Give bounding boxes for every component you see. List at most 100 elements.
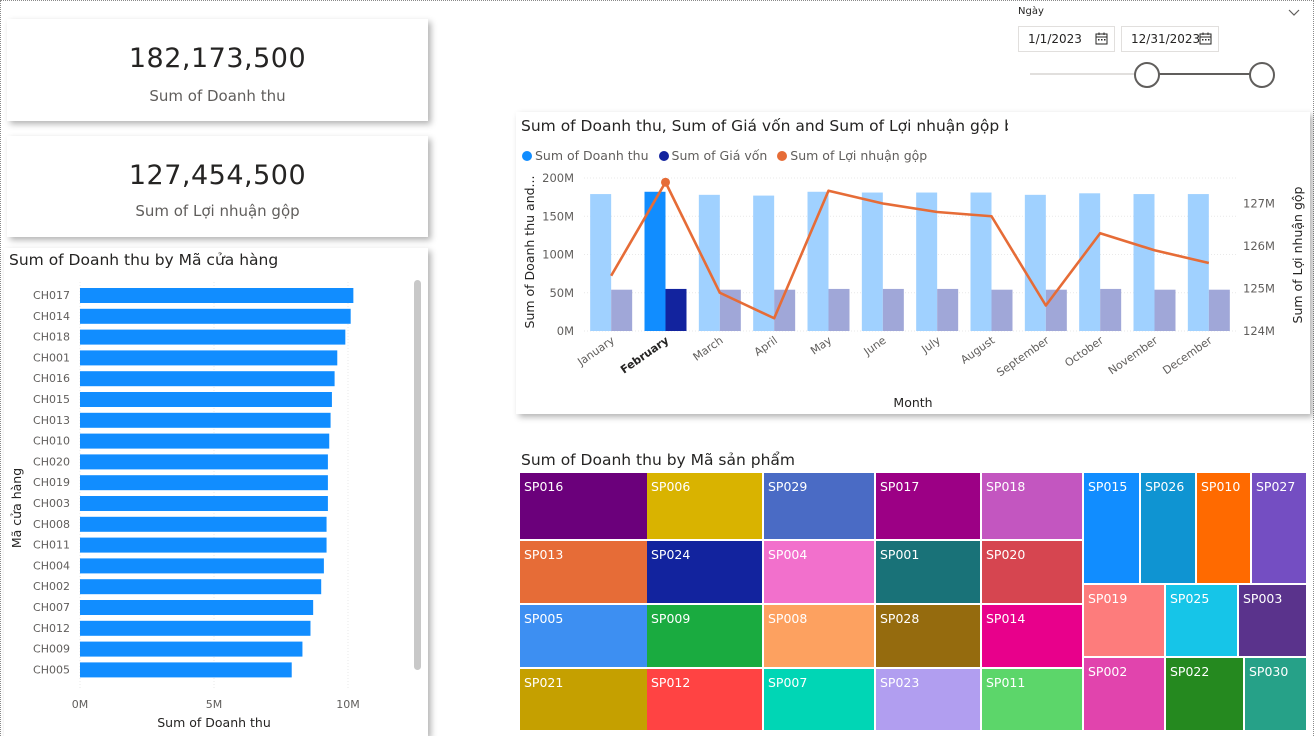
start-date-input[interactable]: 1/1/2023 xyxy=(1018,26,1115,52)
y-axis-title: Mã cửa hàng xyxy=(9,468,24,548)
bar-ch014[interactable] xyxy=(80,308,351,324)
bar-cost-may[interactable] xyxy=(828,288,850,331)
bar-ch004[interactable] xyxy=(80,558,324,574)
bar-cost-july[interactable] xyxy=(937,288,959,331)
kpi-revenue-value: 182,173,500 xyxy=(128,43,307,74)
kpi-card-profit[interactable]: 127,454,500 Sum of Lợi nhuận gộp xyxy=(7,136,428,237)
bar-revenue-february[interactable] xyxy=(644,191,666,331)
treemap-tile-sp019[interactable]: SP019 xyxy=(1084,585,1166,658)
treemap-tile-sp011[interactable]: SP011 xyxy=(982,669,1084,732)
vertical-scrollbar[interactable] xyxy=(414,280,421,670)
treemap-tile-sp001[interactable]: SP001 xyxy=(876,541,982,605)
bar-ch012[interactable] xyxy=(80,620,311,636)
calendar-icon[interactable] xyxy=(1199,32,1212,45)
bar-revenue-january[interactable] xyxy=(590,194,612,331)
calendar-icon[interactable] xyxy=(1095,32,1108,45)
treemap-tile-sp023[interactable]: SP023 xyxy=(876,669,982,732)
treemap-tile-sp021[interactable]: SP021 xyxy=(520,669,651,732)
treemap-tile-sp029[interactable]: SP029 xyxy=(764,473,876,541)
bar-revenue-october[interactable] xyxy=(1079,193,1101,331)
legend-dot-cost xyxy=(658,151,669,161)
bar-cost-january[interactable] xyxy=(611,289,633,331)
bar-ch018[interactable] xyxy=(80,329,346,345)
bar-ch009[interactable] xyxy=(80,641,303,657)
bar-cost-february[interactable] xyxy=(665,288,687,331)
treemap-tile-sp020[interactable]: SP020 xyxy=(982,541,1084,605)
treemap-tile-label: SP021 xyxy=(524,675,564,690)
bar-revenue-june[interactable] xyxy=(861,192,883,331)
bar-ch016[interactable] xyxy=(80,371,335,387)
month-tick-label: April xyxy=(752,334,780,359)
treemap-tile-sp008[interactable]: SP008 xyxy=(764,605,876,669)
bar-cost-june[interactable] xyxy=(882,288,904,331)
treemap-tile-sp007[interactable]: SP007 xyxy=(764,669,876,732)
end-date-input[interactable]: 12/31/2023 xyxy=(1121,26,1219,52)
bar-cost-october[interactable] xyxy=(1100,288,1122,331)
treemap-tile-sp022[interactable]: SP022 xyxy=(1166,658,1245,732)
bar-cost-december[interactable] xyxy=(1208,289,1230,331)
treemap-tile-sp027[interactable]: SP027 xyxy=(1252,473,1308,585)
bar-ch011[interactable] xyxy=(80,537,327,553)
treemap-tile-sp005[interactable]: SP005 xyxy=(520,605,651,669)
bar-revenue-november[interactable] xyxy=(1133,194,1155,331)
treemap-tile-label: SP006 xyxy=(651,479,691,494)
treemap-tile-sp024[interactable]: SP024 xyxy=(647,541,764,605)
monthly-combo-chart-visual[interactable]: Sum of Doanh thu, Sum of Giá vốn and Sum… xyxy=(516,112,1310,414)
chevron-down-icon[interactable] xyxy=(1288,9,1300,17)
treemap-tile-sp003[interactable]: SP003 xyxy=(1239,585,1308,658)
treemap-tile-sp009[interactable]: SP009 xyxy=(647,605,764,669)
bar-cost-september[interactable] xyxy=(1045,289,1067,331)
bar-cost-april[interactable] xyxy=(774,289,796,331)
treemap-tile-sp014[interactable]: SP014 xyxy=(982,605,1084,669)
bar-ch008[interactable] xyxy=(80,516,327,532)
bar-revenue-august[interactable] xyxy=(970,192,992,331)
bar-revenue-march[interactable] xyxy=(698,194,720,331)
y-tick-label: CH005 xyxy=(33,663,70,676)
date-range-start-handle[interactable] xyxy=(1134,62,1160,88)
treemap-tile-sp016[interactable]: SP016 xyxy=(520,473,651,541)
legend-item-revenue[interactable]: Sum of Doanh thu xyxy=(522,148,649,163)
treemap-tile-sp002[interactable]: SP002 xyxy=(1084,658,1166,732)
treemap-tile-sp015[interactable]: SP015 xyxy=(1084,473,1141,585)
bar-ch007[interactable] xyxy=(80,600,314,615)
bar-ch001[interactable] xyxy=(80,350,338,366)
treemap-tile-label: SP016 xyxy=(524,479,564,494)
treemap-tile-sp012[interactable]: SP012 xyxy=(647,669,764,732)
bar-revenue-july[interactable] xyxy=(916,192,938,331)
treemap-tile-sp025[interactable]: SP025 xyxy=(1166,585,1239,658)
date-range-end-handle[interactable] xyxy=(1249,62,1275,88)
bar-ch002[interactable] xyxy=(80,579,322,595)
product-treemap-visual[interactable]: Sum of Doanh thu by Mã sản phẩm SP016 SP0… xyxy=(516,448,1310,736)
bar-ch015[interactable] xyxy=(80,392,332,407)
treemap-tile-sp018[interactable]: SP018 xyxy=(982,473,1084,541)
right-tick-label: 124M xyxy=(1243,324,1275,338)
bar-cost-august[interactable] xyxy=(991,289,1013,331)
y-tick-label: CH010 xyxy=(33,435,70,448)
bar-ch017[interactable] xyxy=(80,288,354,303)
bar-ch003[interactable] xyxy=(80,496,328,511)
treemap-tile-sp026[interactable]: SP026 xyxy=(1141,473,1197,585)
bar-ch019[interactable] xyxy=(80,475,328,491)
treemap-tile-sp013[interactable]: SP013 xyxy=(520,541,651,605)
bar-ch005[interactable] xyxy=(80,662,292,678)
store-bar-chart-visual[interactable]: Sum of Doanh thu by Mã cửa hàng 0M 5M 10M C… xyxy=(4,248,428,736)
bar-ch013[interactable] xyxy=(80,412,331,428)
treemap-tile-sp010[interactable]: SP010 xyxy=(1197,473,1252,585)
bar-revenue-september[interactable] xyxy=(1024,194,1046,331)
bar-ch010[interactable] xyxy=(80,433,330,449)
legend-label-profit: Sum of Lợi nhuận gộp xyxy=(790,148,928,163)
legend-item-cost[interactable]: Sum of Giá vốn xyxy=(658,148,767,163)
date-slicer[interactable]: Ngày 1/1/2023 12/31/2023 xyxy=(1008,2,1308,97)
treemap-tile-sp030[interactable]: SP030 xyxy=(1245,658,1308,732)
bar-cost-march[interactable] xyxy=(719,289,741,331)
treemap-tile-sp006[interactable]: SP006 xyxy=(647,473,764,541)
legend-item-profit[interactable]: Sum of Lợi nhuận gộp xyxy=(777,148,927,163)
treemap-tile-sp017[interactable]: SP017 xyxy=(876,473,982,541)
treemap-tile-sp004[interactable]: SP004 xyxy=(764,541,876,605)
bar-revenue-december[interactable] xyxy=(1187,194,1209,331)
bar-ch020[interactable] xyxy=(80,454,328,470)
treemap-tile-sp028[interactable]: SP028 xyxy=(876,605,982,669)
bar-cost-november[interactable] xyxy=(1154,289,1176,331)
bar-revenue-april[interactable] xyxy=(753,195,775,331)
kpi-card-revenue[interactable]: 182,173,500 Sum of Doanh thu xyxy=(7,19,428,121)
